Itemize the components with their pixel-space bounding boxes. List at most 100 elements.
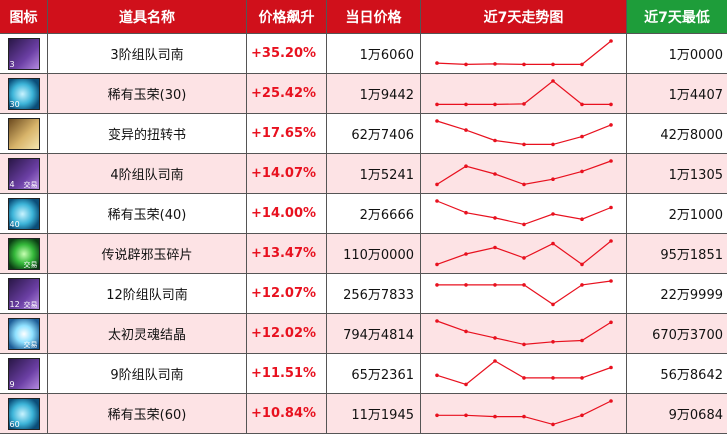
trend-point xyxy=(463,329,468,333)
current-price: 2万6666 xyxy=(359,208,414,223)
item-level: 30 xyxy=(9,99,20,109)
min-cell: 22万9999 xyxy=(627,274,727,313)
trend-point xyxy=(608,205,613,209)
icon-cell: 9 xyxy=(0,354,48,393)
trend-line xyxy=(436,159,611,185)
min-price: 95万1851 xyxy=(660,248,723,263)
trend-point xyxy=(492,215,497,220)
trend-point xyxy=(608,278,613,283)
current-price: 65万2361 xyxy=(351,368,414,383)
name-cell: 4阶组队司南 xyxy=(48,154,247,193)
item-name: 3阶组队司南 xyxy=(110,48,184,63)
price-cell: 794万4814 xyxy=(327,314,421,353)
trend-line xyxy=(436,199,611,225)
trade-tag: 交易 xyxy=(23,260,38,269)
trend-point xyxy=(550,375,555,380)
trend-point xyxy=(579,262,584,266)
trend-cell xyxy=(421,354,627,393)
price-change: +35.20% xyxy=(251,46,317,61)
item-name: 太初灵魂结晶 xyxy=(107,328,186,343)
trend-point xyxy=(492,282,497,287)
jade-orb-icon: 30 xyxy=(7,77,40,110)
name-cell: 稀有玉荣(60) xyxy=(48,394,247,433)
table-row: 12 交易 12阶组队司南 +12.07% 256万7833 22万9999 xyxy=(0,274,727,314)
table-row: 40 稀有玉荣(40) +14.00% 2万6666 2万1000 xyxy=(0,194,727,234)
trend-cell xyxy=(421,274,627,313)
price-change: +12.07% xyxy=(251,286,317,301)
trend-point xyxy=(608,398,613,403)
trend-point xyxy=(492,61,497,66)
trend-cell xyxy=(421,194,627,233)
min-cell: 1万4407 xyxy=(627,74,727,113)
price-cell: 11万1945 xyxy=(327,394,421,433)
price-change: +25.42% xyxy=(251,86,317,101)
trend-point xyxy=(608,102,613,106)
trend-point xyxy=(550,176,555,181)
header-icon: 图标 xyxy=(0,0,48,33)
header-change: 价格飙升 xyxy=(247,0,327,33)
trend-point xyxy=(550,302,555,306)
trend-point xyxy=(434,373,439,377)
current-price: 1万5241 xyxy=(359,168,414,183)
price-change: +10.84% xyxy=(251,406,317,421)
trend-point xyxy=(550,211,555,216)
price-change: +12.02% xyxy=(251,326,317,341)
trend-point xyxy=(492,245,497,249)
min-price: 670万3700 xyxy=(652,328,723,343)
name-cell: 传说辟邪玉碎片 xyxy=(48,234,247,273)
trend-point xyxy=(550,422,555,426)
trend-point xyxy=(492,171,497,176)
item-level: 60 xyxy=(9,419,20,429)
trend-sparkline xyxy=(434,358,613,386)
item-level: 40 xyxy=(9,219,20,229)
price-cell: 65万2361 xyxy=(327,354,421,393)
min-price: 1万4407 xyxy=(668,88,723,103)
change-cell: +25.42% xyxy=(247,74,327,113)
trend-point xyxy=(521,62,526,66)
change-cell: +12.07% xyxy=(247,274,327,313)
trend-cell xyxy=(421,314,627,353)
trend-point xyxy=(550,142,555,146)
trend-point xyxy=(434,262,439,266)
trend-line xyxy=(436,319,611,345)
trend-point xyxy=(492,138,497,142)
trend-point xyxy=(492,358,497,363)
price-change: +13.47% xyxy=(251,246,317,261)
trend-sparkline xyxy=(434,158,613,186)
trend-line xyxy=(436,399,611,425)
trend-point xyxy=(434,413,439,417)
table-row: 4 交易 4阶组队司南 +14.07% 1万5241 1万1305 xyxy=(0,154,727,194)
icon-cell: 40 xyxy=(0,194,48,233)
trend-cell xyxy=(421,394,627,433)
trend-line xyxy=(436,79,611,105)
trend-point xyxy=(521,142,526,146)
name-cell: 稀有玉荣(30) xyxy=(48,74,247,113)
min-cell: 9万0684 xyxy=(627,394,727,433)
trend-point xyxy=(463,163,468,168)
price-change: +11.51% xyxy=(251,366,317,381)
trend-point xyxy=(608,122,613,127)
price-change: +14.07% xyxy=(251,166,317,181)
trend-sparkline xyxy=(434,278,613,306)
trend-cell xyxy=(421,34,627,73)
header-trend: 近7天走势图 xyxy=(421,0,627,33)
min-price: 1万0000 xyxy=(668,48,723,63)
item-name: 12阶组队司南 xyxy=(106,288,188,303)
item-name: 9阶组队司南 xyxy=(110,368,184,383)
price-cell: 1万9442 xyxy=(327,74,421,113)
trend-point xyxy=(608,238,613,243)
current-price: 110万0000 xyxy=(343,248,414,263)
trend-point xyxy=(434,198,439,203)
item-name: 4阶组队司南 xyxy=(110,168,184,183)
min-price: 56万8642 xyxy=(660,368,723,383)
trend-point xyxy=(579,413,584,417)
min-price: 42万8000 xyxy=(660,128,723,143)
trend-point xyxy=(492,414,497,418)
trade-tag: 交易 xyxy=(23,180,38,189)
trend-point xyxy=(608,158,613,163)
trend-point xyxy=(521,222,526,226)
trend-point xyxy=(434,318,439,323)
change-cell: +35.20% xyxy=(247,34,327,73)
change-cell: +11.51% xyxy=(247,354,327,393)
